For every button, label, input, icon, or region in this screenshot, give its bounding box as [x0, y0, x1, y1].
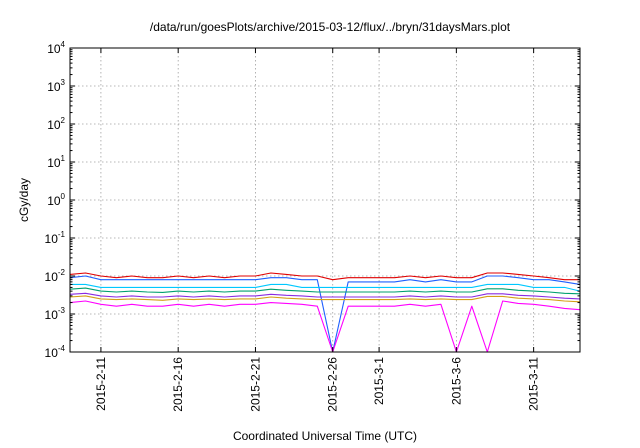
x-tick-label: 2015-2-11 [94, 357, 108, 411]
y-tick-label: 10-1 [45, 230, 66, 246]
x-tick-label: 2015-2-26 [326, 357, 340, 412]
tick-layer [70, 47, 580, 353]
series-line-5 [69, 292, 581, 300]
y-axis-label: cGy/day [17, 178, 31, 222]
y-tick-label: 10-3 [45, 306, 66, 322]
chart-title: /data/run/goesPlots/archive/2015-03-12/f… [150, 20, 511, 34]
y-tick-label: 102 [47, 116, 65, 132]
x-axis-label: Coordinated Universal Time (UTC) [233, 429, 417, 443]
x-tick-label: 2015-3-1 [372, 357, 386, 405]
x-tick-label: 2015-3-11 [527, 357, 541, 411]
y-tick-label: 10-4 [45, 344, 66, 360]
series-line-4 [69, 287, 581, 295]
x-tick-label: 2015-3-6 [449, 357, 463, 405]
series-line-1 [69, 272, 580, 281]
y-tick-labels: 10-4 10-3 10-2 10-1 100 101 102 103 104 [45, 40, 66, 360]
x-tick-labels: 2015-2-11 2015-2-16 2015-2-21 2015-2-26 2015… [94, 357, 541, 412]
y-tick-label: 10-2 [45, 268, 66, 284]
series-line-6 [69, 295, 581, 303]
y-tick-label: 101 [47, 154, 65, 170]
x-tick-label: 2015-2-21 [248, 357, 262, 412]
series-layer [69, 272, 581, 353]
series-line-3 [70, 283, 581, 292]
y-tick-label: 100 [47, 192, 65, 208]
series-line-7 [69, 300, 581, 353]
x-tick-label: 2015-2-16 [171, 357, 185, 412]
y-tick-label: 104 [47, 40, 65, 56]
y-tick-label: 103 [47, 78, 65, 94]
series-line-2 [69, 275, 581, 353]
